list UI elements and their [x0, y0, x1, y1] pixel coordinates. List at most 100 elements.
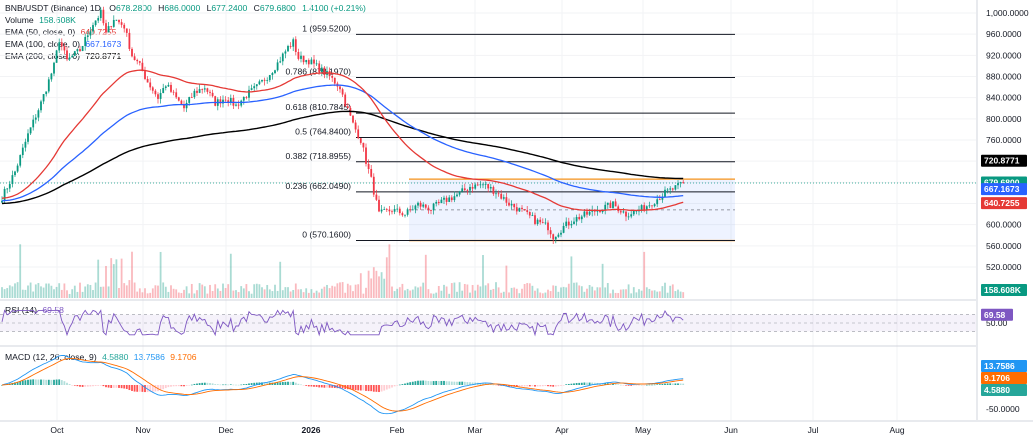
volume-bar — [328, 288, 331, 298]
candle-body — [94, 20, 97, 26]
candle-body — [250, 88, 253, 90]
macd-hist-bar — [651, 384, 653, 386]
volume-bar — [255, 283, 258, 298]
macd-hist-bar — [255, 382, 258, 385]
volume-bar — [385, 257, 388, 298]
volume-bar — [661, 286, 664, 298]
macd-hist-bar — [162, 385, 165, 390]
volume-bar — [167, 291, 170, 298]
macd-hist-bar — [575, 382, 578, 385]
macd-hist-bar — [219, 384, 222, 386]
volume-bar — [164, 286, 167, 298]
macd-hist-bar — [123, 385, 126, 389]
macd-hist-bar — [302, 385, 305, 386]
volume-bar — [617, 293, 620, 298]
volume-bar — [193, 293, 196, 298]
macd-hist-bar — [682, 383, 685, 385]
volume-bar — [682, 292, 685, 298]
ema100-label: EMA (100, close, 0) — [5, 39, 80, 49]
candle-body — [378, 199, 380, 212]
candle-body — [463, 188, 466, 191]
macd-hist-bar — [471, 382, 474, 385]
ema-lines — [1, 69, 684, 212]
candle-body — [541, 222, 544, 224]
candle-body — [333, 77, 336, 84]
macd-hist-bar — [383, 385, 386, 391]
volume-bar — [510, 287, 513, 298]
fib-level-label: 0.5 (764.8400) — [295, 126, 351, 136]
candle-body — [474, 184, 477, 189]
volume-bar — [63, 283, 66, 298]
candle-body — [528, 211, 531, 216]
candle-body — [305, 60, 308, 63]
macd-hist-bar — [229, 384, 232, 385]
candle-body — [27, 133, 29, 142]
macd-hist-bar — [336, 385, 339, 389]
candle-body — [242, 96, 245, 101]
volume-bar — [53, 289, 55, 298]
volume-bar — [666, 292, 669, 298]
macd-hist-value: 4.5880 — [102, 352, 129, 362]
volume-bar — [344, 292, 347, 298]
candle-body — [604, 204, 607, 210]
volume-bar — [261, 287, 263, 298]
volume-bar — [474, 290, 477, 298]
volume-bar — [422, 282, 425, 298]
candle-body — [107, 26, 110, 33]
volume-bar — [172, 288, 175, 298]
macd-hist-bar — [115, 385, 118, 388]
volume-bar — [567, 283, 570, 298]
volume-bar — [289, 291, 292, 298]
candle-body — [310, 59, 313, 65]
volume-bar — [203, 286, 206, 298]
macd-hist-bar — [362, 385, 365, 391]
time-axis[interactable]: Oct Nov Dec 2026 Feb Mar Apr May Jun Jul Aug — [0, 420, 1033, 435]
volume-bar — [118, 287, 120, 298]
candle-body — [292, 39, 295, 47]
candle-body — [651, 205, 653, 207]
macd-hist-bar — [71, 385, 74, 386]
volume-bar — [131, 251, 133, 298]
volume-bar — [323, 286, 326, 298]
candle-body — [352, 115, 354, 123]
volume-bar — [619, 289, 622, 298]
range-box — [409, 178, 735, 242]
price-tick-label: 600.0000 — [986, 220, 1022, 230]
macd-hist-bar — [656, 384, 659, 385]
macd-hist-bar — [505, 385, 508, 387]
macd-hist-bar — [357, 385, 360, 391]
macd-hist-bar — [544, 385, 547, 387]
macd-hist-bar — [307, 385, 310, 387]
candle-body — [359, 138, 362, 143]
macd-hist-bar — [261, 382, 263, 385]
volume-bar — [653, 290, 656, 298]
macd-hist-bar — [274, 382, 276, 385]
volume-bar — [287, 287, 289, 298]
candle-body — [677, 183, 679, 186]
fib-level-label: 1 (959.5200) — [302, 23, 351, 33]
macd-hist-bar — [406, 382, 409, 385]
candle-body — [367, 163, 370, 170]
volume-bar — [651, 290, 653, 298]
volume-bar — [497, 287, 500, 298]
macd-hist-bar — [45, 379, 48, 385]
volume-bar — [149, 292, 152, 298]
volume-bar — [430, 293, 432, 298]
macd-hist-bar — [99, 385, 102, 386]
volume-bar — [489, 289, 492, 298]
volume-bar — [190, 283, 193, 298]
macd-hist-bar — [541, 385, 544, 387]
price-tick-label: 840.0000 — [986, 93, 1022, 103]
macd-hist-bar — [222, 384, 224, 386]
price-tick-label: 920.0000 — [986, 50, 1022, 60]
candle-body — [627, 216, 630, 218]
macd-hist-bar — [149, 385, 152, 392]
price-axis[interactable]: 1,000.0000 960.0000 920.0000 880.0000 840.00… — [981, 8, 1029, 414]
volume-bar — [222, 283, 224, 298]
macd-hist-bar — [573, 383, 575, 385]
candle-body — [320, 67, 323, 73]
volume-bar — [443, 284, 445, 298]
candle-body — [172, 91, 175, 93]
macd-hist-bar — [287, 381, 289, 385]
